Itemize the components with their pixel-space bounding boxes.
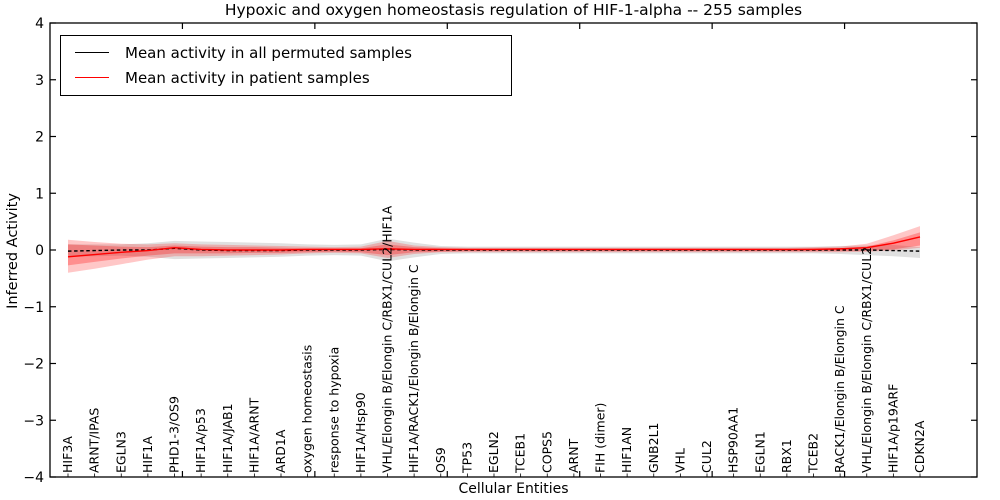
x-category-label: ARD1A: [273, 429, 288, 473]
x-category-label: HIF1A/p53: [193, 408, 208, 473]
x-category-label: EGLN2: [486, 431, 501, 473]
x-category-label: TP53: [459, 442, 474, 474]
x-category-label: CDKN2A: [912, 420, 927, 473]
y-tick-label: −2: [23, 357, 44, 373]
x-category-label: response to hypoxia: [326, 347, 341, 473]
x-category-label: FIH (dimer): [593, 403, 608, 473]
x-category-label: HSP90AA1: [726, 407, 741, 473]
patient-mean-line: [67, 236, 921, 258]
patient-line-swatch: [75, 77, 109, 78]
y-tick-label: 0: [35, 243, 44, 259]
x-category-label: TCEB2: [806, 433, 821, 474]
legend-item-patient: Mean activity in patient samples: [61, 66, 511, 90]
legend: Mean activity in all permuted samples Me…: [60, 35, 512, 96]
x-category-label: HIF1AN: [619, 427, 634, 473]
x-category-label: EGLN3: [113, 431, 128, 473]
x-category-label: HIF1A/Hsp90: [353, 392, 368, 473]
x-category-label: ARNT/IPAS: [87, 408, 102, 473]
y-tick-label: 2: [35, 130, 44, 146]
x-category-label: OS9: [433, 447, 448, 473]
chart-title: Hypoxic and oxygen homeostasis regulatio…: [224, 1, 803, 19]
x-category-label: GNB2L1: [646, 423, 661, 473]
y-tick-label: −4: [23, 470, 44, 486]
x-category-label: HIF1A/RACK1/Elongin B/Elongin C: [406, 264, 421, 473]
x-category-label: RACK1/Elongin B/Elongin C: [832, 305, 847, 473]
legend-label-patient: Mean activity in patient samples: [125, 68, 370, 87]
x-category-label: COPS5: [539, 431, 554, 473]
x-category-label: TCEB1: [513, 433, 528, 474]
x-category-label: HIF3A: [60, 436, 75, 473]
x-category-label: HIF1A/p19ARF: [885, 384, 900, 473]
y-axis-label: Inferred Activity: [5, 193, 21, 309]
y-tick-label: 4: [35, 16, 44, 32]
x-category-label: oxygen homeostasis: [300, 345, 315, 473]
x-category-label: EGLN1: [752, 431, 767, 473]
x-category-label: PHD1-3/OS9: [167, 396, 182, 473]
x-category-label: VHL/Elongin B/Elongin C/RBX1/CUL2/HIF1A: [380, 205, 395, 473]
x-category-label: RBX1: [779, 439, 794, 473]
x-category-label: CUL2: [699, 440, 714, 473]
y-tick-label: −1: [23, 300, 44, 316]
y-tick-label: −3: [23, 413, 44, 429]
x-category-label: HIF1A/JAB1: [220, 403, 235, 473]
x-category-label: VHL/Elongin B/Elongin C/RBX1/CUL2: [859, 247, 874, 473]
x-category-label: ARNT: [566, 438, 581, 473]
legend-item-permuted: Mean activity in all permuted samples: [61, 41, 511, 65]
x-axis-label: Cellular Entities: [458, 481, 569, 497]
y-tick-label: 3: [35, 73, 44, 89]
x-category-label: HIF1A/ARNT: [246, 397, 261, 473]
x-category-label: VHL: [672, 448, 687, 473]
x-category-label: HIF1A: [140, 436, 155, 473]
legend-label-permuted: Mean activity in all permuted samples: [125, 43, 412, 62]
permuted-line-swatch: [75, 52, 109, 53]
y-tick-label: 1: [35, 186, 44, 202]
